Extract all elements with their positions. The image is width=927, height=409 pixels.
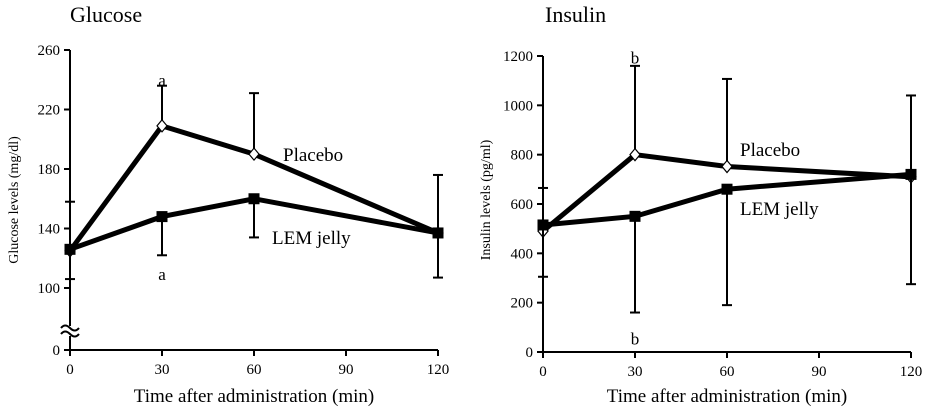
series-line: [542, 171, 912, 228]
x-tick-label: 60: [720, 364, 735, 380]
y-tick-label: 200: [511, 296, 534, 312]
significance-label: a: [158, 265, 166, 284]
panel-title: Glucose: [70, 2, 142, 27]
data-point: [537, 219, 549, 231]
data-point: [248, 193, 260, 205]
axis-break-mark: [60, 324, 80, 332]
y-tick-label: 400: [511, 246, 534, 262]
x-tick-label: 90: [339, 362, 354, 378]
x-axis-label: Time after administration (min): [134, 386, 374, 407]
axis-break-mark: [60, 330, 80, 338]
y-tick-label: 260: [38, 43, 61, 59]
series-lem-jelly: LEM jelly: [64, 193, 444, 281]
significance-label: b: [631, 49, 640, 68]
significance-label: a: [158, 71, 166, 90]
data-point: [156, 118, 168, 133]
y-tick-label: 140: [38, 222, 61, 238]
glucose-panel: Glucose 100 140 180 220 260 00 30 60 90 120 Time af…: [7, 2, 449, 407]
data-point: [156, 211, 168, 223]
series-label: Placebo: [740, 140, 800, 161]
y-tick-label: 100: [38, 281, 61, 297]
data-point: [905, 168, 917, 180]
data-point: [64, 243, 76, 255]
data-point: [248, 147, 260, 162]
y-tick-label: 1000: [503, 98, 533, 114]
y-axis-label: Glucose levels (mg/dl): [7, 136, 22, 264]
series-label: LEM jelly: [272, 228, 351, 249]
x-axis-label: Time after administration (min): [607, 386, 847, 407]
data-point: [721, 183, 733, 195]
series-lem-jelly: LEM jelly: [537, 168, 917, 314]
data-point: [432, 227, 444, 239]
series-label: Placebo: [283, 145, 343, 166]
y-tick-label: 0: [53, 343, 61, 359]
data-point: [629, 147, 641, 162]
series-line: [69, 196, 439, 252]
series-label: LEM jelly: [740, 199, 819, 220]
y-axis-label: Insulin levels (pg/ml): [479, 139, 494, 260]
data-point: [629, 210, 641, 222]
y-tick-label: 800: [511, 148, 534, 164]
y-tick-label: 180: [38, 162, 61, 178]
x-tick-label: 90: [812, 364, 827, 380]
series-line: [541, 152, 912, 234]
y-tick-label: 1200: [503, 49, 533, 65]
x-tick-label: 30: [628, 364, 643, 380]
series-placebo: Placebo: [537, 64, 917, 239]
series-line: [67, 122, 439, 253]
y-tick-label: 0: [526, 345, 534, 361]
panel-title: Insulin: [545, 2, 606, 27]
x-tick-label: 120: [427, 362, 450, 378]
x-tick-label: 120: [900, 364, 923, 380]
x-tick-label: 0: [539, 364, 547, 380]
y-tick-label: 220: [38, 103, 61, 119]
significance-label: b: [631, 330, 640, 349]
data-point: [721, 159, 733, 174]
insulin-panel: Insulin 0 200 400 600 800 1000 1200 0 30 60 90 120 Ti…: [479, 2, 922, 407]
y-tick-label: 600: [511, 197, 534, 213]
x-tick-label: 60: [247, 362, 262, 378]
x-tick-label: 0: [66, 362, 74, 378]
x-tick-label: 30: [155, 362, 170, 378]
